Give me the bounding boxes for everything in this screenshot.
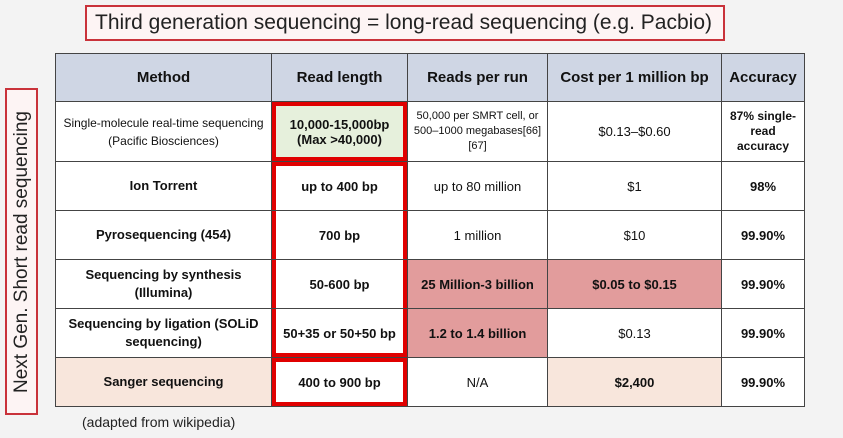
cell-accuracy: 99.90%	[721, 357, 805, 407]
cell-reads-per-run: 25 Million-3 billion	[407, 259, 548, 309]
cell-cost: $2,400	[547, 357, 722, 407]
cell-read-length: 700 bp	[271, 210, 408, 260]
cell-method: Single-molecule real-time sequencing (Pa…	[55, 101, 272, 162]
cell-reads-per-run: 1 million	[407, 210, 548, 260]
sequencing-table: Method Read length Reads per run Cost pe…	[55, 53, 805, 407]
cell-method: Ion Torrent	[55, 161, 272, 211]
cell-read-length: 10,000-15,000bp (Max >40,000)	[271, 101, 408, 162]
cell-cost: $0.13	[547, 308, 722, 358]
side-label-text: Next Gen. Short read sequencing	[10, 110, 32, 393]
cell-reads-per-run: up to 80 million	[407, 161, 548, 211]
table-row: Sequencing by synthesis (Illumina) 50-60…	[55, 259, 805, 309]
cell-accuracy: 99.90%	[721, 259, 805, 309]
cell-method: Sequencing by synthesis (Illumina)	[55, 259, 272, 309]
header-accuracy: Accuracy	[721, 53, 805, 102]
cell-read-length: 50+35 or 50+50 bp	[271, 308, 408, 358]
cell-reads-per-run: 1.2 to 1.4 billion	[407, 308, 548, 358]
table-header-row: Method Read length Reads per run Cost pe…	[55, 53, 805, 102]
cell-method: Pyrosequencing (454)	[55, 210, 272, 260]
table-row: Sequencing by ligation (SOLiD sequencing…	[55, 308, 805, 358]
table-row: Sanger sequencing 400 to 900 bp N/A $2,4…	[55, 357, 805, 407]
cell-read-length: 50-600 bp	[271, 259, 408, 309]
header-method: Method	[55, 53, 272, 102]
cell-accuracy: 98%	[721, 161, 805, 211]
cell-read-length: up to 400 bp	[271, 161, 408, 211]
cell-accuracy: 99.90%	[721, 210, 805, 260]
header-read-length: Read length	[271, 53, 408, 102]
cell-cost: $0.13–$0.60	[547, 101, 722, 162]
table-row: Pyrosequencing (454) 700 bp 1 million $1…	[55, 210, 805, 260]
header-reads-per-run: Reads per run	[407, 53, 548, 102]
source-note: (adapted from wikipedia)	[82, 414, 236, 430]
cell-cost: $0.05 to $0.15	[547, 259, 722, 309]
table-row: Single-molecule real-time sequencing (Pa…	[55, 101, 805, 162]
cell-read-length: 400 to 900 bp	[271, 357, 408, 407]
cell-accuracy: 99.90%	[721, 308, 805, 358]
table-row: Ion Torrent up to 400 bp up to 80 millio…	[55, 161, 805, 211]
cell-reads-per-run: N/A	[407, 357, 548, 407]
header-cost: Cost per 1 million bp	[547, 53, 722, 102]
cell-accuracy: 87% single-read accuracy	[721, 101, 805, 162]
cell-reads-per-run: 50,000 per SMRT cell, or 500–1000 megaba…	[407, 101, 548, 162]
side-label-box: Next Gen. Short read sequencing	[5, 88, 38, 415]
cell-method: Sanger sequencing	[55, 357, 272, 407]
cell-cost: $10	[547, 210, 722, 260]
title-text: Third generation sequencing = long-read …	[95, 11, 712, 34]
cell-method: Sequencing by ligation (SOLiD sequencing…	[55, 308, 272, 358]
cell-cost: $1	[547, 161, 722, 211]
title-callout: Third generation sequencing = long-read …	[85, 5, 725, 41]
